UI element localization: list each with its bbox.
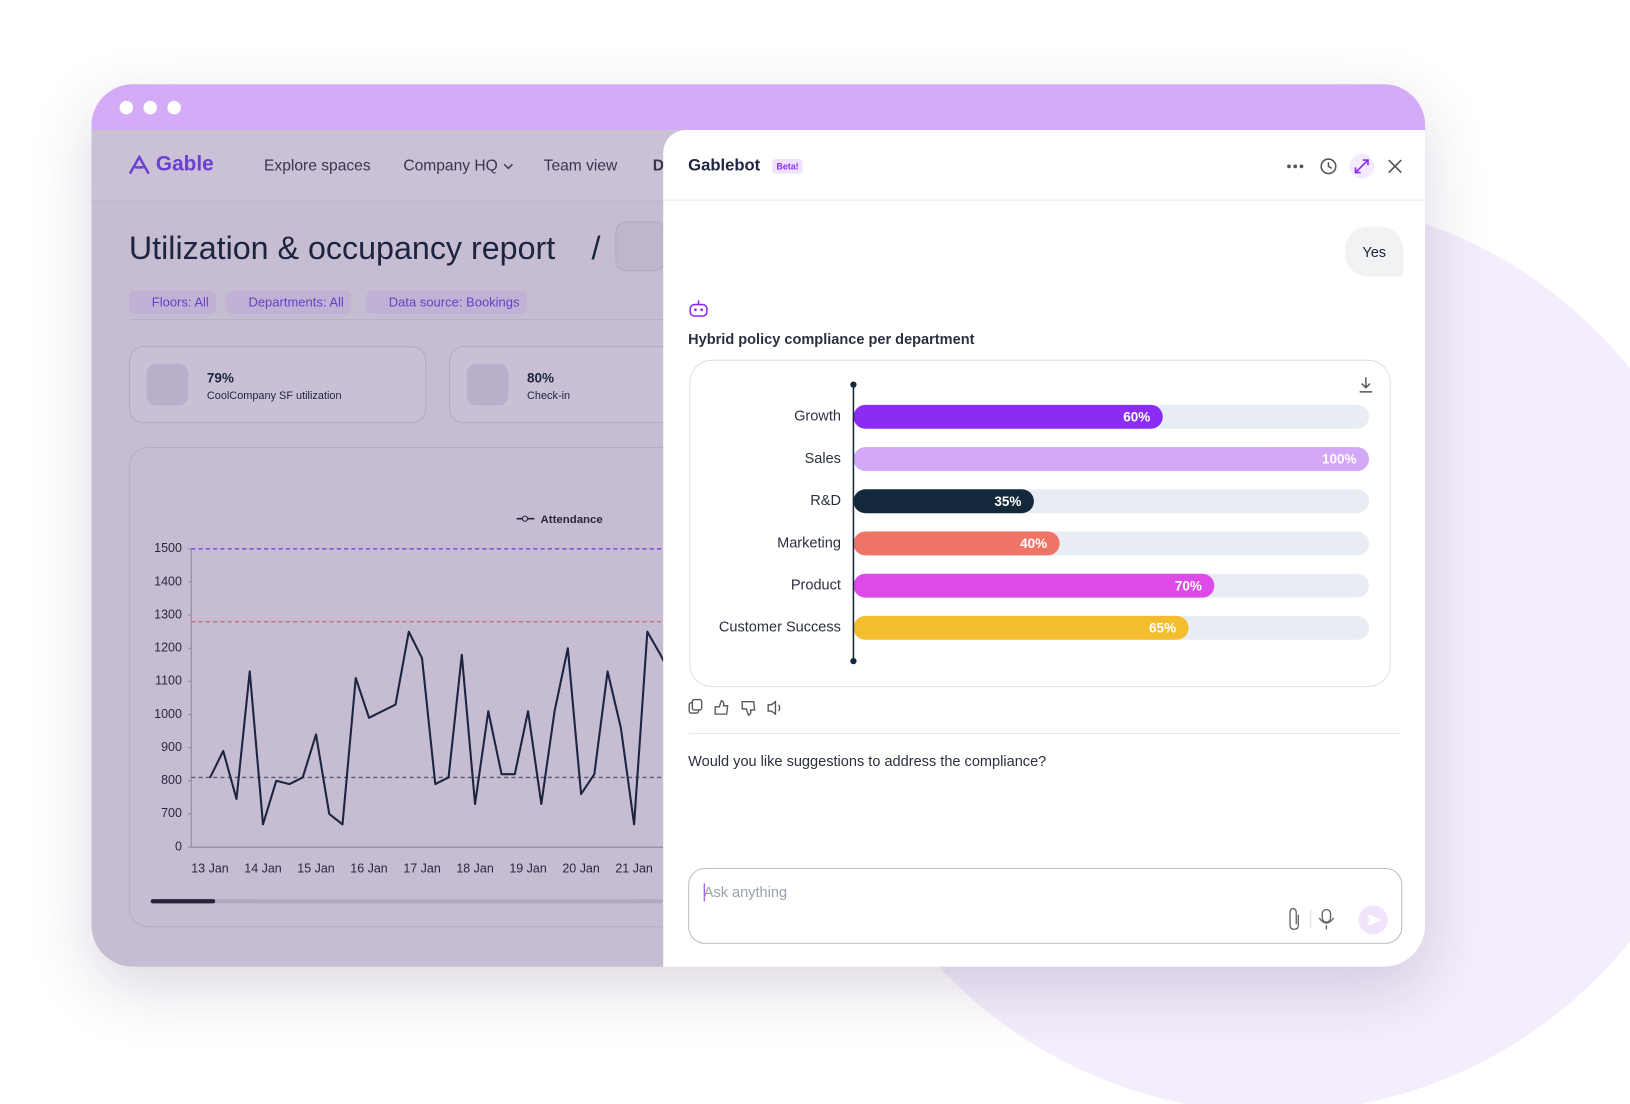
- divider: [663, 199, 1426, 201]
- x-tick-label: 16 Jan: [350, 861, 388, 875]
- y-tick-label: 1200: [154, 641, 182, 655]
- stat-card: 79% CoolCompany SF utilization: [128, 346, 427, 424]
- input-placeholder: Ask anything: [703, 883, 788, 901]
- chat-title: Gablebot: [688, 156, 761, 175]
- divider: [688, 732, 1402, 734]
- x-tick-label: 18 Jan: [456, 861, 494, 875]
- bot-message: Would you like suggestions to address th…: [688, 752, 1047, 770]
- bot-icon: [689, 300, 708, 317]
- x-tick-label: 19 Jan: [509, 861, 547, 875]
- breadcrumb-separator: /: [591, 229, 601, 267]
- chart-title: Hybrid policy compliance per department: [688, 330, 975, 348]
- x-tick-label: 15 Jan: [297, 861, 335, 875]
- y-tick-label: 1400: [154, 574, 182, 588]
- stat-icon: [146, 363, 189, 406]
- input-actions[interactable]: [1284, 905, 1394, 935]
- window-dot: [143, 100, 157, 115]
- y-tick-label: 1100: [155, 674, 182, 688]
- message-actions[interactable]: [687, 698, 791, 718]
- divider: [128, 319, 670, 321]
- bar-chart-card: [689, 359, 1391, 688]
- logo-icon: [128, 154, 150, 175]
- y-tick-label: 1000: [154, 707, 182, 721]
- window-dot: [167, 100, 181, 115]
- stat-value: 79%: [206, 370, 234, 386]
- legend-label: Attendance: [541, 514, 603, 526]
- filter-chip[interactable]: Data source: Bookings: [365, 291, 527, 314]
- chat-panel: Gablebot Beta! Yes Hybrid policy complia…: [663, 129, 1426, 967]
- scroll-thumb: [150, 899, 216, 904]
- plot: 13 Jan 14 Jan 15 Jan 16 Jan 17 Jan 18 Jan 19 J…: [188, 548, 664, 875]
- y-tick-label: 700: [161, 806, 182, 820]
- y-tick-label: 900: [161, 740, 182, 754]
- nav-item[interactable]: Team view: [543, 156, 618, 175]
- scroll-track: [150, 899, 664, 904]
- beta-badge: Beta!: [772, 159, 803, 174]
- thumbnail[interactable]: [615, 221, 666, 272]
- nav-item[interactable]: D: [652, 156, 665, 175]
- logo[interactable]: Gable: [155, 152, 214, 176]
- stat-icon: [466, 363, 509, 406]
- download-icon[interactable]: [1358, 375, 1375, 394]
- user-message: Yes: [1345, 226, 1404, 277]
- attendance-line: [209, 630, 664, 826]
- y-tick-label: 1500: [154, 541, 182, 555]
- title-bar: [91, 84, 1426, 130]
- page-title: Utilization & occupancy report: [128, 229, 556, 267]
- legend-swatch: [521, 515, 529, 522]
- filter-chip[interactable]: Departments: All: [225, 291, 352, 314]
- chat-input[interactable]: Ask anything: [688, 867, 1403, 944]
- x-tick-label: 17 Jan: [403, 861, 441, 875]
- stat-value: 80%: [527, 370, 555, 386]
- chevron: [503, 163, 513, 170]
- x-tick-label: 13 Jan: [191, 861, 229, 875]
- nav-item[interactable]: Company HQ: [403, 156, 498, 175]
- panel-actions[interactable]: [1285, 153, 1410, 180]
- x-tick-label: 14 Jan: [244, 861, 282, 875]
- stat-label: CoolCompany SF utilization: [206, 389, 342, 403]
- y-tick-label: 800: [161, 773, 182, 787]
- window-dot: [119, 100, 134, 115]
- y-tick-label: 0: [175, 839, 182, 853]
- stat-label: Check-in: [527, 389, 571, 403]
- y-tick-label: 1300: [154, 607, 182, 621]
- nav-item[interactable]: Explore spaces: [264, 156, 371, 175]
- cursor: [703, 883, 705, 902]
- filter-chip[interactable]: Floors: All: [128, 291, 217, 314]
- x-tick-label: 21 Jan: [615, 861, 653, 875]
- x-tick-label: 20 Jan: [562, 861, 600, 875]
